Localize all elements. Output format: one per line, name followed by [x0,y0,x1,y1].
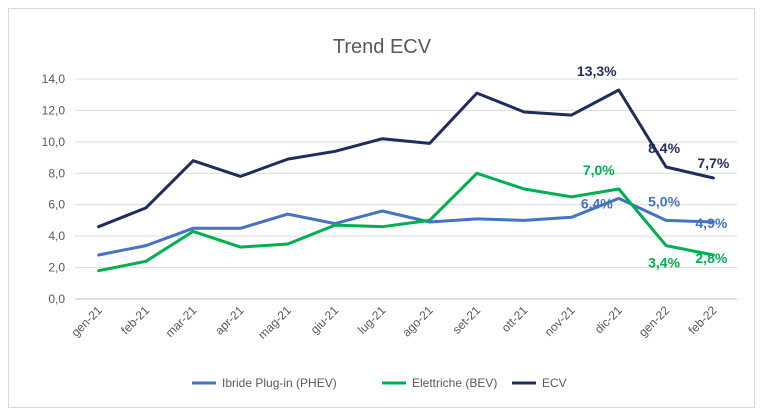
x-tick-label: dic-21 [592,303,625,336]
x-tick-label: ago-21 [399,303,436,340]
series-line-2 [97,171,715,273]
data-label: 8,4% [648,140,680,156]
series-lines [97,88,715,273]
y-tick-label: 4,0 [48,229,65,243]
legend: Ibride Plug-in (PHEV) Elettriche (BEV) ECV [192,376,567,390]
x-tick-label: feb-22 [686,303,720,337]
x-axis-ticks: gen-21 feb-21 mar-21 apr-21 mag-21 giu-21 lug-… [68,303,719,342]
x-tick-label: gen-21 [68,303,105,340]
legend-label: ECV [542,376,567,390]
data-label: 2,8% [695,250,727,266]
data-labels: 6,4% 5,0% 4,9% 7,0% 3,4% 2,8% 13,3% 8,4% 7,7% [577,63,730,271]
data-label: 5,0% [648,193,680,209]
chart-title: Trend ECV [333,36,432,58]
x-tick-label: ott-21 [499,303,531,335]
x-tick-label: giu-21 [308,303,342,337]
data-label: 3,4% [648,255,680,271]
y-tick-label: 6,0 [48,198,65,212]
data-label: 4,9% [695,215,727,231]
x-tick-label: nov-21 [542,303,578,339]
y-axis-ticks: 0,0 2,0 4,0 6,0 8,0 10,0 12,0 14,0 [42,72,66,306]
x-tick-label: mag-21 [255,303,294,342]
x-tick-label: mar-21 [163,303,200,340]
x-tick-label: feb-21 [118,303,152,337]
y-tick-label: 10,0 [42,135,66,149]
x-tick-label: lug-21 [355,303,389,337]
series-line-3 [97,88,715,229]
x-tick-label: apr-21 [212,303,247,338]
line-chart: Trend ECV 0,0 2,0 4,0 6,0 8,0 10,0 12,0 14,0 ge… [42,36,737,390]
legend-label: Elettriche (BEV) [412,376,497,390]
y-tick-label: 8,0 [48,166,65,180]
data-label: 7,0% [583,162,615,178]
series-line-1 [97,196,715,257]
data-label: 6,4% [581,195,613,211]
y-tick-label: 2,0 [48,261,65,275]
y-tick-label: 12,0 [42,103,66,117]
data-label: 7,7% [697,155,729,171]
legend-label: Ibride Plug-in (PHEV) [222,376,337,390]
data-label: 13,3% [577,63,617,79]
y-tick-label: 0,0 [48,292,65,306]
x-tick-label: gen-22 [636,303,673,340]
y-tick-label: 14,0 [42,72,66,86]
x-tick-label: set-21 [450,303,484,337]
chart-frame: Trend ECV 0,0 2,0 4,0 6,0 8,0 10,0 12,0 14,0 ge… [8,8,755,408]
gridlines [75,78,737,300]
